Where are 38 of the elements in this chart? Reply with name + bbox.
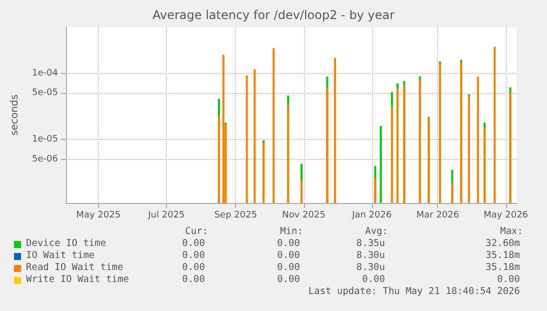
x-tick-label: Jan 2026	[351, 210, 392, 220]
text: 0.00	[182, 274, 205, 285]
text: Cur:	[185, 226, 208, 237]
text: 0.00	[362, 274, 385, 285]
text: 35.18m	[486, 262, 520, 273]
text: 8.35u	[356, 238, 385, 249]
text: 32.60m	[486, 238, 520, 249]
y-axis-title: seconds	[10, 94, 20, 136]
text: 35.18m	[486, 250, 520, 261]
text: 0.00	[277, 274, 300, 285]
x-tick-label: Mar 2026	[416, 210, 460, 220]
x-tick-label: May 2025	[76, 210, 121, 220]
y-tick-label: 5e-06	[32, 154, 58, 164]
text: Max:	[500, 226, 523, 237]
text: 0.00	[497, 274, 520, 285]
legend-label: Device IO time	[26, 238, 106, 249]
y-tick-label: 5e-05	[32, 88, 58, 98]
text: Last update: Thu May 21 18:40:54 2026	[308, 286, 520, 297]
x-tick-label: Sep 2025	[214, 210, 258, 220]
text: 0.00	[182, 262, 205, 273]
x-tick-label: Nov 2025	[282, 210, 326, 220]
text: Min:	[280, 226, 303, 237]
text: 0.00	[182, 250, 205, 261]
text: 8.30u	[356, 262, 385, 273]
legend-label: Read IO Wait time	[26, 262, 124, 273]
text: 0.00	[277, 262, 300, 273]
y-tick-label: 1e-05	[32, 134, 58, 145]
text: 0.00	[277, 250, 300, 261]
chart-title: Average latency for /dev/loop2 - by year	[152, 8, 395, 22]
text: 8.30u	[356, 250, 385, 261]
legend-label: IO Wait time	[26, 250, 95, 261]
text: 0.00	[182, 238, 205, 249]
legend-label: Write IO Wait time	[26, 274, 129, 285]
y-tick-label: 1e-04	[32, 68, 58, 78]
x-tick-label: May 2026	[484, 210, 528, 220]
x-tick-label: Jul 2025	[147, 210, 185, 220]
text: Avg:	[365, 226, 388, 237]
text: 0.00	[277, 238, 300, 249]
